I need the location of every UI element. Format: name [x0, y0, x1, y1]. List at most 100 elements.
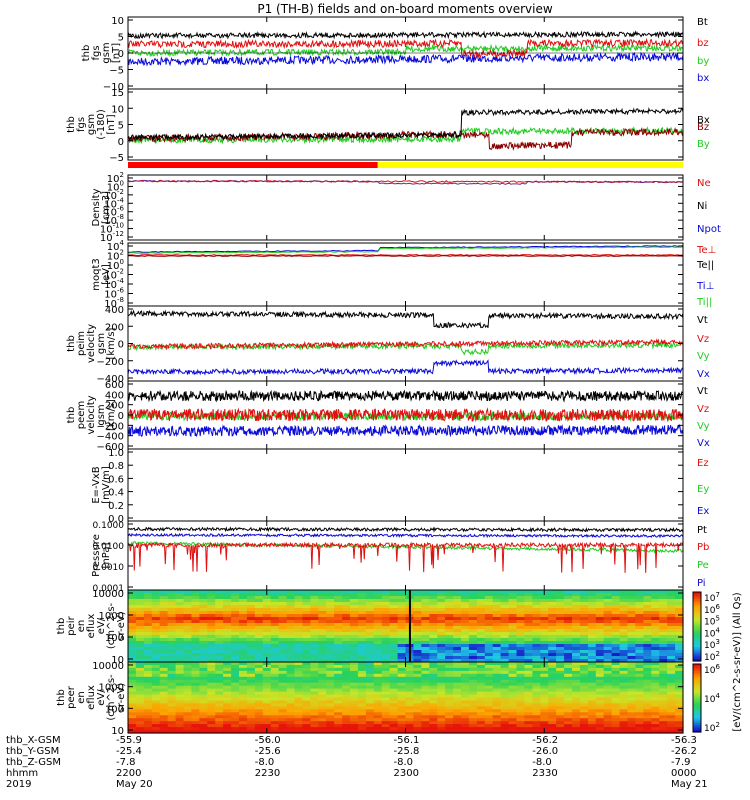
heat-cell — [413, 706, 422, 710]
heat-cell — [231, 644, 240, 648]
heat-cell — [659, 653, 668, 657]
heat-cell — [191, 662, 200, 666]
heat-cell — [453, 641, 462, 645]
heat-cell — [294, 656, 303, 660]
heat-cell — [429, 665, 438, 669]
heat-cell — [413, 644, 422, 648]
x-tick-label-date: May 21 — [671, 779, 708, 790]
heat-cell — [128, 670, 137, 675]
heat-cell — [183, 590, 192, 594]
heat-cell — [595, 727, 605, 731]
heat-cell — [357, 673, 367, 678]
heat-cell — [643, 676, 652, 681]
heat-cell — [239, 638, 248, 642]
heat-cell — [421, 620, 430, 624]
heat-cell — [207, 703, 216, 707]
heat-cell — [215, 617, 224, 621]
heat-cell — [310, 673, 319, 678]
x-row-label: thb_X-GSM — [6, 735, 61, 746]
heat-cell — [223, 611, 232, 615]
heat-cell — [191, 730, 200, 734]
heat-cell — [135, 676, 145, 681]
heat-cell — [167, 647, 177, 651]
heat-cell — [365, 650, 375, 654]
heat-cell — [516, 730, 525, 734]
heat-cell — [437, 703, 446, 707]
heat-cell — [175, 721, 185, 725]
heat-cell — [294, 644, 303, 648]
heat-cell — [215, 659, 224, 663]
heat-cell — [397, 697, 407, 702]
heat-cell — [675, 715, 684, 719]
heat-cell — [373, 653, 383, 657]
heat-cell — [207, 611, 216, 615]
heat-cell — [413, 620, 422, 624]
heat-cell — [357, 662, 367, 666]
heat-cell — [516, 602, 525, 606]
heat-cell — [128, 608, 137, 612]
y-tick-label: −5 — [109, 66, 124, 77]
heat-cell — [500, 635, 510, 639]
heat-cell — [627, 697, 636, 702]
colorbar-cell — [693, 598, 701, 602]
heat-cell — [611, 644, 621, 648]
heat-cell — [421, 700, 430, 705]
heat-cell — [508, 718, 518, 722]
heat-cell — [508, 629, 518, 633]
heat-cell — [286, 724, 296, 728]
heat-cell — [611, 650, 621, 654]
heat-cell — [143, 611, 153, 615]
heat-cell — [175, 727, 185, 731]
heat-cell — [128, 620, 137, 624]
colorbar-cell — [693, 725, 701, 729]
heat-cell — [231, 656, 240, 660]
heat-cell — [603, 715, 613, 719]
heat-cell — [239, 667, 248, 672]
heat-cell — [350, 679, 359, 684]
heat-cell — [183, 727, 192, 731]
heat-cell — [357, 590, 367, 594]
series-Ti-par — [127, 246, 684, 254]
heat-cell — [239, 653, 248, 657]
heat-cell — [199, 715, 208, 719]
heat-cell — [373, 665, 383, 669]
heat-cell — [302, 605, 311, 609]
heat-cell — [445, 694, 454, 699]
heat-cell — [159, 650, 169, 654]
heat-cell — [207, 641, 216, 645]
heat-cell — [667, 617, 676, 621]
heat-cell — [413, 715, 422, 719]
heat-cell — [468, 590, 478, 594]
heat-cell — [437, 721, 446, 725]
heat-cell — [175, 650, 185, 654]
heat-cell — [413, 647, 422, 651]
heat-cell — [667, 611, 676, 615]
heat-cell — [619, 691, 629, 696]
colorbar-cell — [693, 603, 701, 607]
heat-cell — [318, 724, 327, 728]
heat-cell — [143, 590, 153, 594]
heat-cell — [278, 691, 288, 696]
heat-cell — [564, 682, 573, 687]
heat-cell — [445, 721, 454, 725]
heat-cell — [128, 727, 137, 731]
heat-cell — [128, 703, 137, 707]
heat-cell — [365, 715, 375, 719]
heat-cell — [476, 682, 486, 687]
y-axis-label: thb — [66, 116, 77, 133]
heat-cell — [175, 703, 185, 707]
heat-cell — [215, 638, 224, 642]
series-Pi — [127, 532, 684, 539]
heat-cell — [659, 629, 668, 633]
heat-cell — [611, 596, 621, 600]
heat-cell — [603, 697, 613, 702]
heat-cell — [564, 709, 573, 713]
heat-cell — [334, 667, 343, 672]
heat-cell — [262, 709, 272, 713]
heat-cell — [365, 599, 375, 603]
heat-cell — [429, 700, 438, 705]
heat-cell — [651, 700, 660, 705]
heat-cell — [548, 602, 557, 606]
heat-cell — [223, 691, 232, 696]
